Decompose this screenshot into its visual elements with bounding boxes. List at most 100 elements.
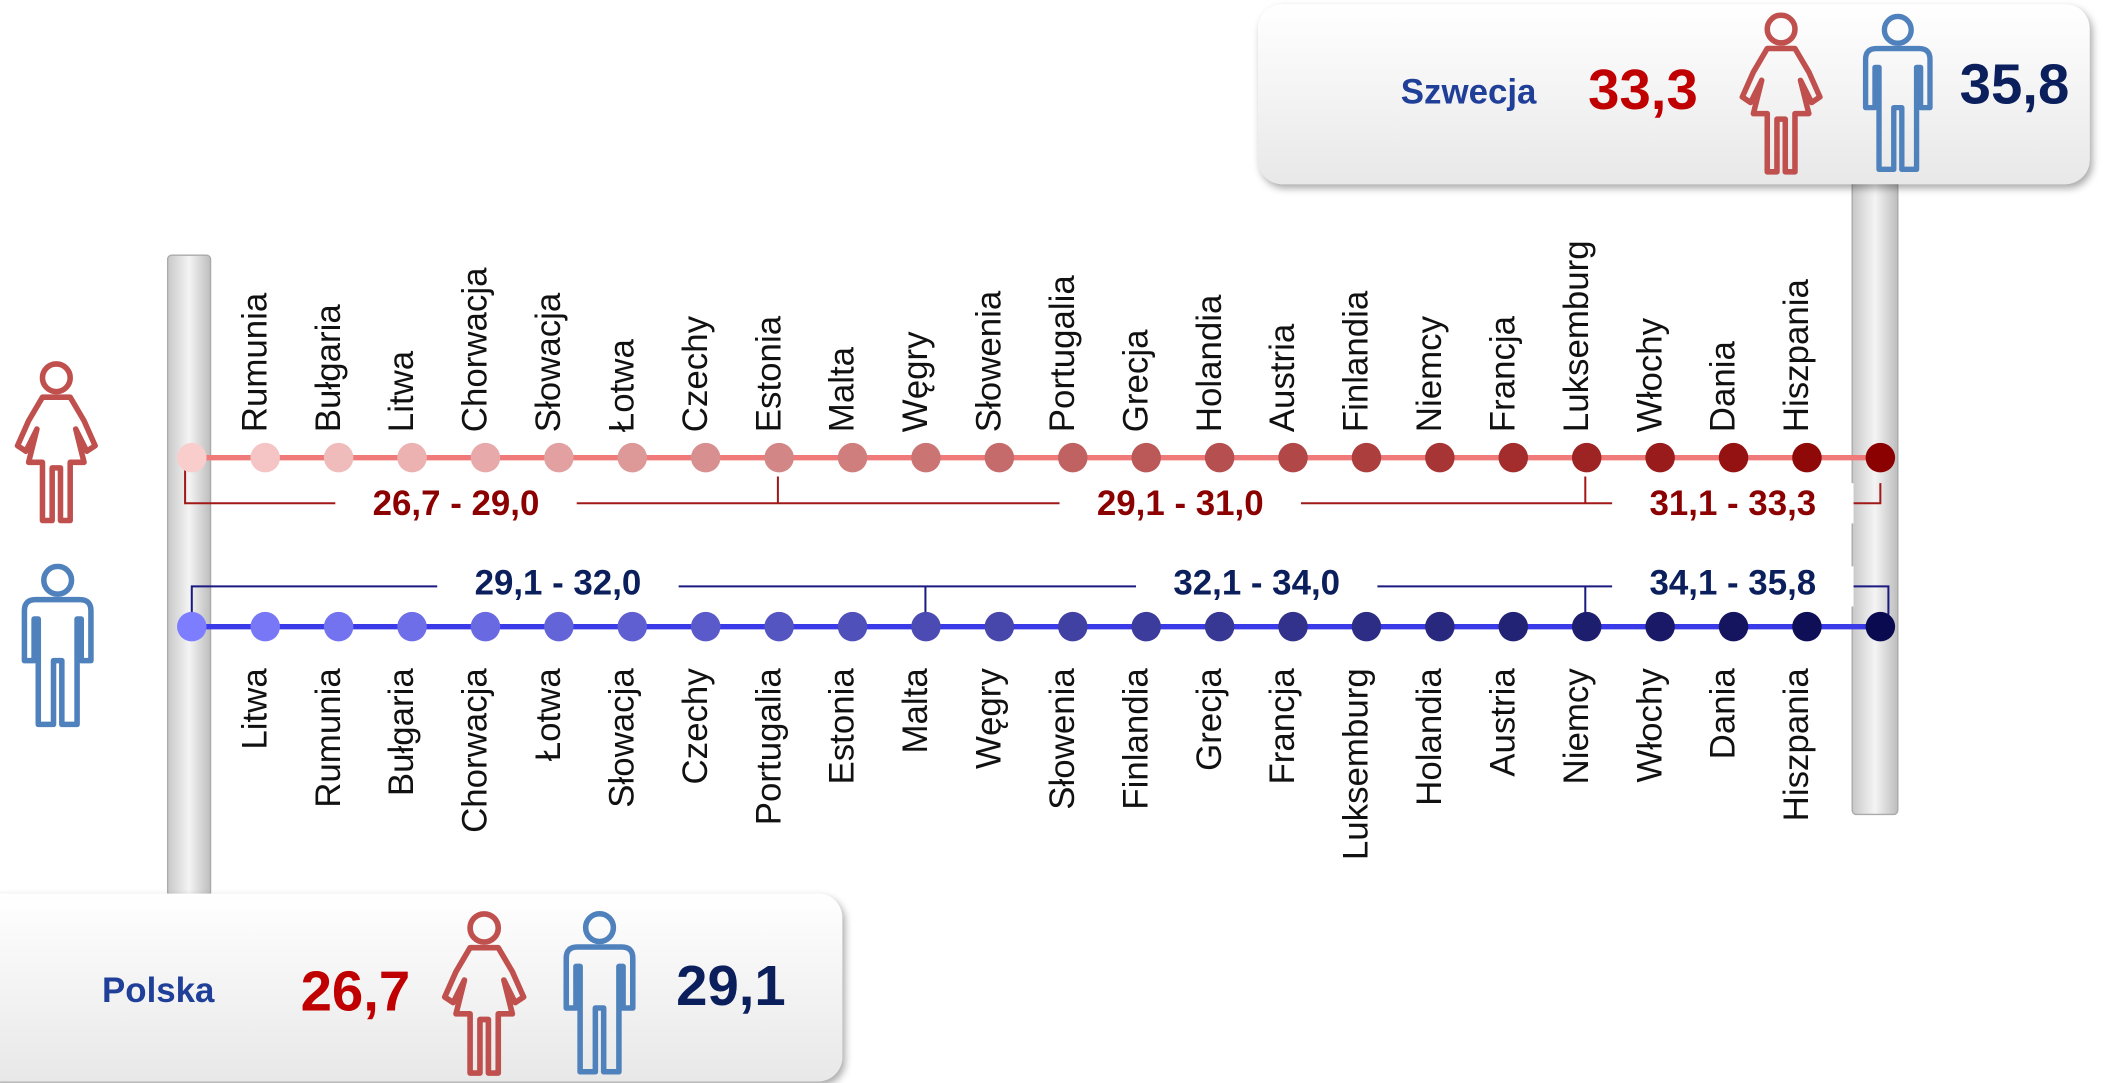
women-range: 29,1 - 31,0 <box>1097 484 1264 523</box>
women-dot <box>1865 442 1896 473</box>
range-bg <box>1612 566 1854 607</box>
country-label: Włochy <box>1630 317 1669 432</box>
country-label: Włochy <box>1630 668 1669 783</box>
women-range: 26,7 - 29,0 <box>373 484 540 523</box>
country-label: Rumunia <box>235 292 274 432</box>
country-label: Łotwa <box>529 668 568 762</box>
men-dot <box>470 611 501 642</box>
country-label: Grecja <box>1190 668 1229 771</box>
range-bg <box>437 566 679 607</box>
men-dot <box>1718 611 1749 642</box>
women-dot <box>1058 442 1088 473</box>
country-label: Portugalia <box>749 668 788 826</box>
men-dot <box>1645 611 1675 642</box>
country-label: Bułgaria <box>382 668 421 797</box>
men-dot <box>1204 611 1235 642</box>
pillar <box>166 254 212 897</box>
men-dot <box>397 611 427 642</box>
man-icon <box>24 566 91 724</box>
men-dot <box>1498 611 1529 642</box>
women-dot <box>1718 442 1749 473</box>
range-bg <box>1135 566 1378 607</box>
country-label: Niemcy <box>1410 315 1449 432</box>
country-label: Finlandia <box>1116 668 1155 810</box>
women-dot <box>544 442 574 473</box>
men-dot <box>617 611 648 642</box>
country-label: Austria <box>1263 323 1302 432</box>
women-dot <box>1131 442 1161 473</box>
pillar <box>1851 180 1899 816</box>
country-label: Czechy <box>676 315 715 432</box>
men-dot <box>1131 611 1161 642</box>
women-dot <box>911 442 941 473</box>
women-dot <box>470 442 501 473</box>
men-value: 35,8 <box>1960 53 2070 116</box>
women-range: 31,1 - 33,3 <box>1649 484 1816 523</box>
country-label: Słowenia <box>1043 668 1082 810</box>
men-dot <box>323 611 354 642</box>
men-range: 32,1 - 34,0 <box>1173 563 1340 602</box>
men-dot <box>984 611 1015 642</box>
women-dot <box>1645 442 1675 473</box>
men-dot <box>911 611 941 642</box>
bottom-box <box>0 893 843 1082</box>
women-dot <box>1351 442 1382 473</box>
women-value: 33,3 <box>1588 58 1698 121</box>
country-label: Holandia <box>1410 668 1449 806</box>
women-dot <box>1425 442 1455 473</box>
men-value: 29,1 <box>676 954 786 1017</box>
country-label: Chorwacja <box>456 267 495 432</box>
country-name: Szwecja <box>1401 72 1537 111</box>
men-dot <box>250 611 280 642</box>
men-dot <box>1792 611 1822 642</box>
country-name: Polska <box>102 971 215 1010</box>
women-value: 26,7 <box>301 959 411 1022</box>
women-dot <box>690 442 721 473</box>
country-label: Francja <box>1263 668 1302 785</box>
country-label: Chorwacja <box>456 668 495 833</box>
country-label: Niemcy <box>1557 668 1596 785</box>
men-dot <box>837 611 868 642</box>
men-dot <box>177 611 207 642</box>
country-label: Grecja <box>1116 329 1155 432</box>
country-label: Holandia <box>1190 294 1229 432</box>
country-label: Portugalia <box>1043 275 1082 433</box>
range-bg <box>335 483 577 524</box>
country-label: Słowacja <box>602 668 641 808</box>
country-label: Malta <box>823 346 862 432</box>
women-dot <box>984 442 1015 473</box>
country-label: Hiszpania <box>1777 668 1816 822</box>
range-bg <box>1059 483 1301 524</box>
women-dot <box>1204 442 1235 473</box>
country-label: Francja <box>1483 315 1522 432</box>
country-label: Dania <box>1704 668 1743 760</box>
range-bg <box>1612 483 1854 524</box>
men-dot <box>690 611 721 642</box>
women-dot <box>617 442 648 473</box>
country-label: Luksemburg <box>1557 240 1596 432</box>
men-dot <box>1865 611 1896 642</box>
men-dot <box>1351 611 1382 642</box>
men-range: 29,1 - 32,0 <box>475 563 642 602</box>
country-label: Estonia <box>823 668 862 785</box>
men-dot <box>1571 611 1602 642</box>
women-dot <box>837 442 868 473</box>
men-dot <box>544 611 574 642</box>
women-dot <box>764 442 794 473</box>
men-range: 34,1 - 35,8 <box>1649 563 1816 602</box>
men-dot <box>1425 611 1455 642</box>
country-label: Estonia <box>749 315 788 432</box>
country-label: Czechy <box>676 668 715 785</box>
women-dot <box>177 442 207 473</box>
country-label: Łotwa <box>602 339 641 433</box>
country-label: Słowenia <box>970 290 1009 432</box>
country-label: Litwa <box>382 350 421 432</box>
country-label: Finlandia <box>1337 290 1376 432</box>
country-label: Hiszpania <box>1777 279 1816 433</box>
women-bracket <box>184 457 1882 505</box>
men-dot <box>1058 611 1088 642</box>
country-label: Słowacja <box>529 292 568 432</box>
men-dot <box>764 611 794 642</box>
country-label: Luksemburg <box>1337 668 1376 860</box>
